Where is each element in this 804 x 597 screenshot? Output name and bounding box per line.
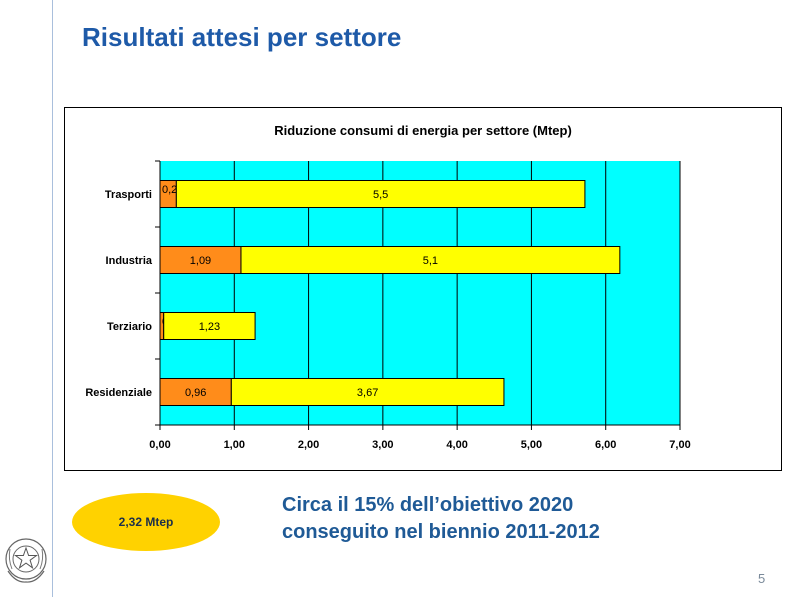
x-tick-label: 6,00 xyxy=(595,439,616,451)
chart-title: Riduzione consumi di energia per settore… xyxy=(274,123,572,138)
x-tick-label: 1,00 xyxy=(224,439,245,451)
bar-segment xyxy=(175,180,586,208)
data-label: 1,23 xyxy=(199,321,220,333)
bar-segment xyxy=(159,378,232,406)
category-label: Residenziale xyxy=(85,387,152,399)
left-divider-line xyxy=(52,0,53,597)
data-label: 0,96 xyxy=(185,387,206,399)
page-number: 5 xyxy=(758,571,766,586)
x-tick-label: 4,00 xyxy=(446,439,467,451)
slide-title: Risultati attesi per settore xyxy=(82,22,402,52)
bar-segment xyxy=(159,246,242,274)
x-tick-label: 0,00 xyxy=(149,439,170,451)
summary-note-line-2: conseguito nel biennio 2011-2012 xyxy=(282,521,600,543)
chart-frame: Riduzione consumi di energia per settore… xyxy=(64,107,782,471)
category-label: Industria xyxy=(106,255,153,267)
total-badge-text: 2,32 Mtep xyxy=(118,515,174,529)
bar-segment xyxy=(163,312,256,340)
summary-note: Circa il 15% dell’obiettivo 2020 consegu… xyxy=(282,492,600,546)
data-label: 5,1 xyxy=(423,255,438,267)
data-label: 5,5 xyxy=(373,189,388,201)
x-tick-label: 2,00 xyxy=(298,439,319,451)
republic-emblem-icon xyxy=(5,538,47,583)
bar-segment xyxy=(240,246,621,274)
x-tick-label: 3,00 xyxy=(372,439,393,451)
total-badge: 2,32 Mtep xyxy=(72,493,220,551)
data-label: 1,09 xyxy=(190,255,211,267)
summary-note-line-1: Circa il 15% dell’obiettivo 2020 xyxy=(282,494,574,516)
data-label: 3,67 xyxy=(357,387,378,399)
category-label: Terziario xyxy=(107,321,152,333)
x-tick-label: 7,00 xyxy=(669,439,690,451)
bar-segment xyxy=(230,378,505,406)
x-tick-label: 5,00 xyxy=(521,439,542,451)
bar-chart: Riduzione consumi di energia per settore… xyxy=(85,123,690,451)
category-label: Trasporti xyxy=(105,189,152,201)
